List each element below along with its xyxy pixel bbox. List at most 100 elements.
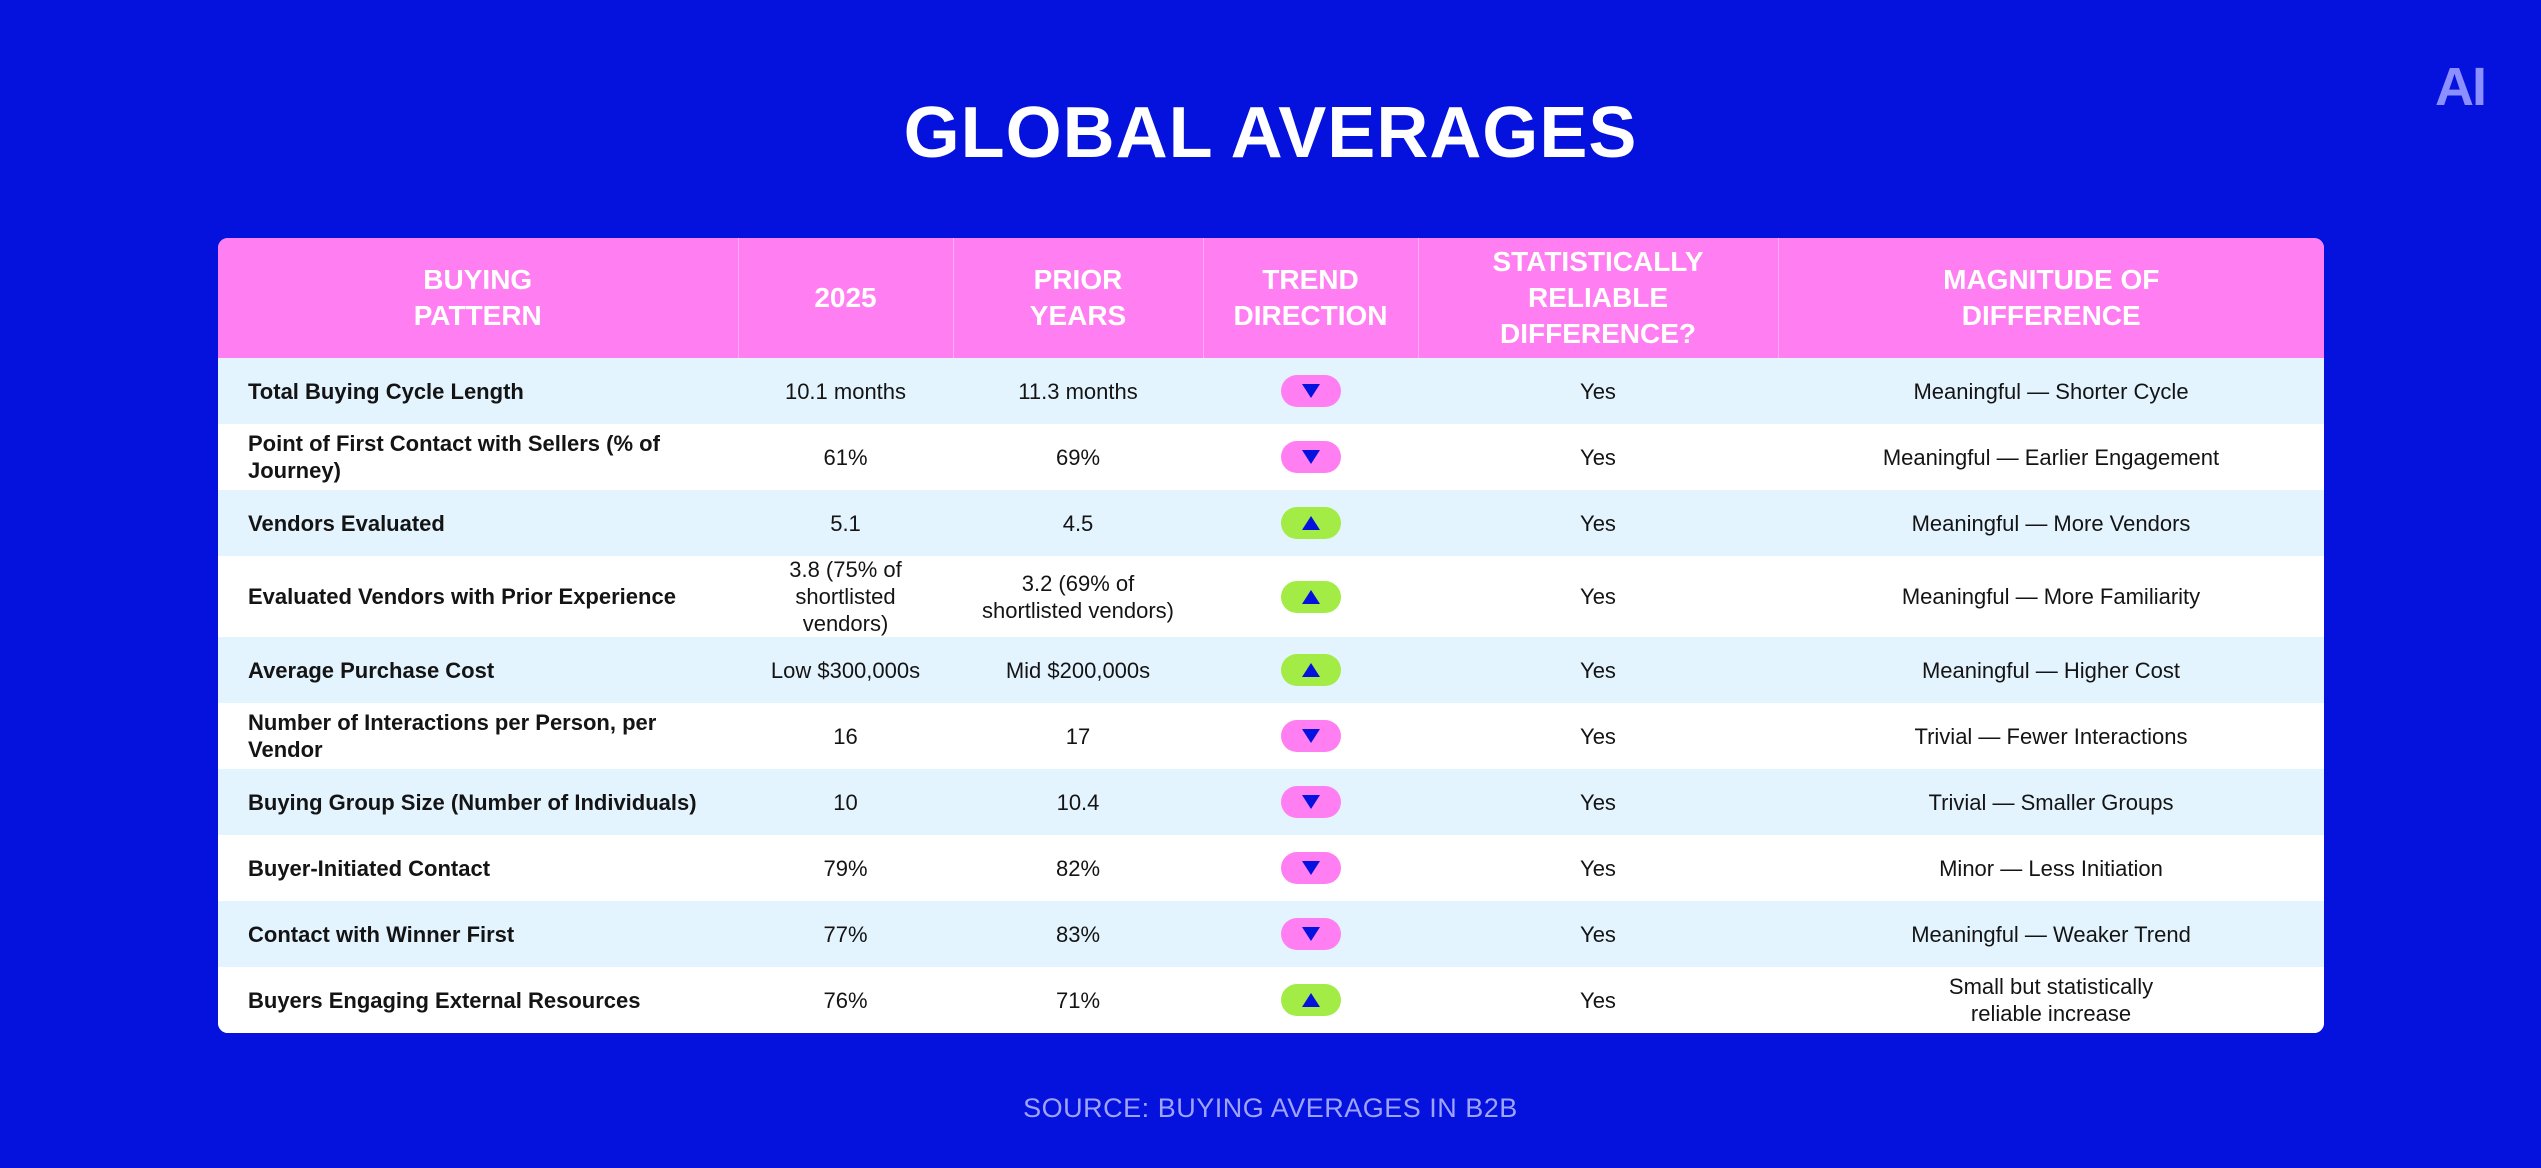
cell-magnitude: Meaningful — More Familiarity	[1901, 584, 2201, 609]
cell-reliable: Yes	[1580, 584, 1616, 609]
cell-reliable: Yes	[1580, 855, 1616, 881]
trend-down-badge	[1280, 375, 1341, 407]
cell-prior-years: 71%	[1055, 987, 1101, 1013]
triangle-down-icon	[1301, 927, 1320, 941]
table-row: Buyers Engaging External Resources 76% 71%…	[218, 967, 2324, 1033]
cell-reliable: Yes	[1580, 510, 1616, 536]
cell-trend	[1203, 637, 1418, 703]
triangle-up-icon	[1301, 516, 1320, 530]
column-header-magnitude: MAGNITUDE OF DIFFERENCE	[1943, 264, 2160, 331]
cell-trend	[1203, 967, 1418, 1033]
cell-prior-years: Mid $200,000s	[1005, 657, 1151, 683]
cell-magnitude: Trivial — Smaller Groups	[1928, 789, 2174, 815]
cell-reliable: Yes	[1580, 723, 1616, 749]
cell-prior-years: 4.5	[1062, 510, 1094, 536]
cell-2025: 76%	[823, 987, 868, 1013]
cell-pattern: Point of First Contact with Sellers (% o…	[248, 431, 660, 483]
cell-prior-years: 17	[1065, 723, 1091, 749]
data-table: BUYING PATTERN 2025 PRIOR YEARS TREND DI…	[218, 238, 2324, 1033]
column-header-2025: 2025	[738, 238, 954, 358]
cell-trend	[1203, 835, 1418, 901]
cell-2025: 10.1 months	[784, 378, 907, 404]
brand-logo: AI	[2435, 57, 2487, 117]
cell-reliable: Yes	[1580, 444, 1616, 470]
cell-pattern: Contact with Winner First	[248, 921, 515, 947]
page-title: GLOBAL AVERAGES	[903, 93, 1638, 173]
trend-up-badge	[1280, 507, 1341, 539]
table-body: Total Buying Cycle Length 10.1 months 11.3…	[218, 358, 2324, 1033]
cell-2025: 3.8 (75% of shortlisted vendors)	[789, 557, 902, 636]
cell-pattern: Average Purchase Cost	[248, 657, 495, 683]
triangle-up-icon	[1301, 663, 1320, 677]
table-row: Total Buying Cycle Length 10.1 months 11.3…	[218, 358, 2324, 424]
cell-prior-years: 11.3 months	[1018, 378, 1138, 404]
cell-magnitude: Minor — Less Initiation	[1939, 855, 2163, 881]
trend-down-badge	[1280, 720, 1341, 752]
cell-magnitude: Meaningful — Higher Cost	[1921, 657, 2180, 683]
triangle-up-icon	[1301, 993, 1320, 1007]
cell-trend	[1203, 901, 1418, 967]
table-row: Buying Group Size (Number of Individuals…	[218, 769, 2324, 835]
trend-down-badge	[1280, 441, 1341, 473]
cell-pattern: Vendors Evaluated	[248, 510, 445, 536]
cell-2025: 16	[833, 723, 858, 749]
trend-up-badge	[1280, 654, 1341, 686]
column-header-prior-years: PRIOR YEARS	[953, 238, 1204, 358]
cell-pattern: Total Buying Cycle Length	[248, 378, 524, 404]
cell-magnitude: Meaningful — More Vendors	[1911, 510, 2191, 536]
cell-magnitude: Meaningful — Shorter Cycle	[1913, 378, 2189, 404]
triangle-down-icon	[1301, 795, 1320, 809]
cell-prior-years: 83%	[1055, 921, 1101, 947]
cell-2025: 61%	[823, 444, 868, 470]
cell-prior-years: 69%	[1055, 444, 1101, 470]
cell-magnitude: Small but statistically reliable increas…	[1948, 974, 2154, 1026]
cell-reliable: Yes	[1580, 789, 1616, 815]
triangle-down-icon	[1301, 861, 1320, 875]
table-row: Average Purchase Cost Low $300,000s Mid $2…	[218, 637, 2324, 703]
cell-prior-years: 10.4	[1056, 789, 1100, 815]
cell-trend	[1203, 358, 1418, 424]
source-note: SOURCE: BUYING AVERAGES IN B2B	[1023, 1093, 1518, 1123]
cell-reliable: Yes	[1580, 657, 1616, 683]
cell-trend	[1203, 703, 1418, 769]
triangle-up-icon	[1301, 589, 1320, 604]
cell-pattern: Evaluated Vendors with Prior Experience	[248, 584, 676, 609]
trend-down-badge	[1280, 918, 1341, 950]
table-row: Vendors Evaluated 5.1 4.5 Yes Meaningful — M…	[218, 490, 2324, 556]
column-header-trend: TREND DIRECTION	[1203, 238, 1419, 358]
cell-magnitude: Trivial — Fewer Interactions	[1914, 723, 2188, 749]
triangle-down-icon	[1301, 729, 1320, 743]
column-header-reliable: STATISTICALLY RELIABLE DIFFERENCE?	[1418, 238, 1779, 358]
cell-reliable: Yes	[1580, 987, 1616, 1013]
cell-magnitude: Meaningful — Weaker Trend	[1911, 921, 2191, 947]
cell-reliable: Yes	[1580, 921, 1616, 947]
cell-pattern: Buyers Engaging External Resources	[248, 987, 641, 1013]
column-header-pattern: BUYING PATTERN	[218, 238, 739, 358]
triangle-down-icon	[1301, 384, 1320, 398]
trend-down-badge	[1280, 852, 1341, 884]
cell-reliable: Yes	[1580, 378, 1616, 404]
data-table-container: BUYING PATTERN 2025 PRIOR YEARS TREND DI…	[218, 238, 2324, 1033]
table-row: Point of First Contact with Sellers (% o…	[218, 424, 2324, 490]
table-header-row: BUYING PATTERN 2025 PRIOR YEARS TREND DI…	[218, 238, 2324, 358]
table-row: Number of Interactions per Person, per V…	[218, 703, 2324, 769]
cell-trend	[1203, 490, 1418, 556]
cell-prior-years: 82%	[1055, 855, 1101, 881]
cell-2025: 77%	[823, 921, 868, 947]
cell-2025: 5.1	[830, 510, 861, 536]
triangle-down-icon	[1301, 450, 1320, 464]
cell-2025: 10	[833, 789, 858, 815]
cell-trend	[1203, 556, 1418, 637]
cell-2025: 79%	[823, 855, 868, 881]
cell-pattern: Buying Group Size (Number of Individuals…	[248, 789, 697, 815]
cell-magnitude: Meaningful — Earlier Engagement	[1882, 444, 2220, 470]
cell-prior-years: 3.2 (69% of shortlisted vendors)	[982, 570, 1174, 623]
table-row: Contact with Winner First 77% 83% Yes Meanin…	[218, 901, 2324, 967]
trend-up-badge	[1280, 580, 1341, 613]
cell-trend	[1203, 424, 1418, 490]
cell-pattern: Number of Interactions per Person, per V…	[248, 710, 657, 762]
cell-trend	[1203, 769, 1418, 835]
trend-up-badge	[1280, 984, 1341, 1016]
cell-pattern: Buyer-Initiated Contact	[248, 855, 491, 881]
table-row: Evaluated Vendors with Prior Experience 3…	[218, 556, 2324, 637]
